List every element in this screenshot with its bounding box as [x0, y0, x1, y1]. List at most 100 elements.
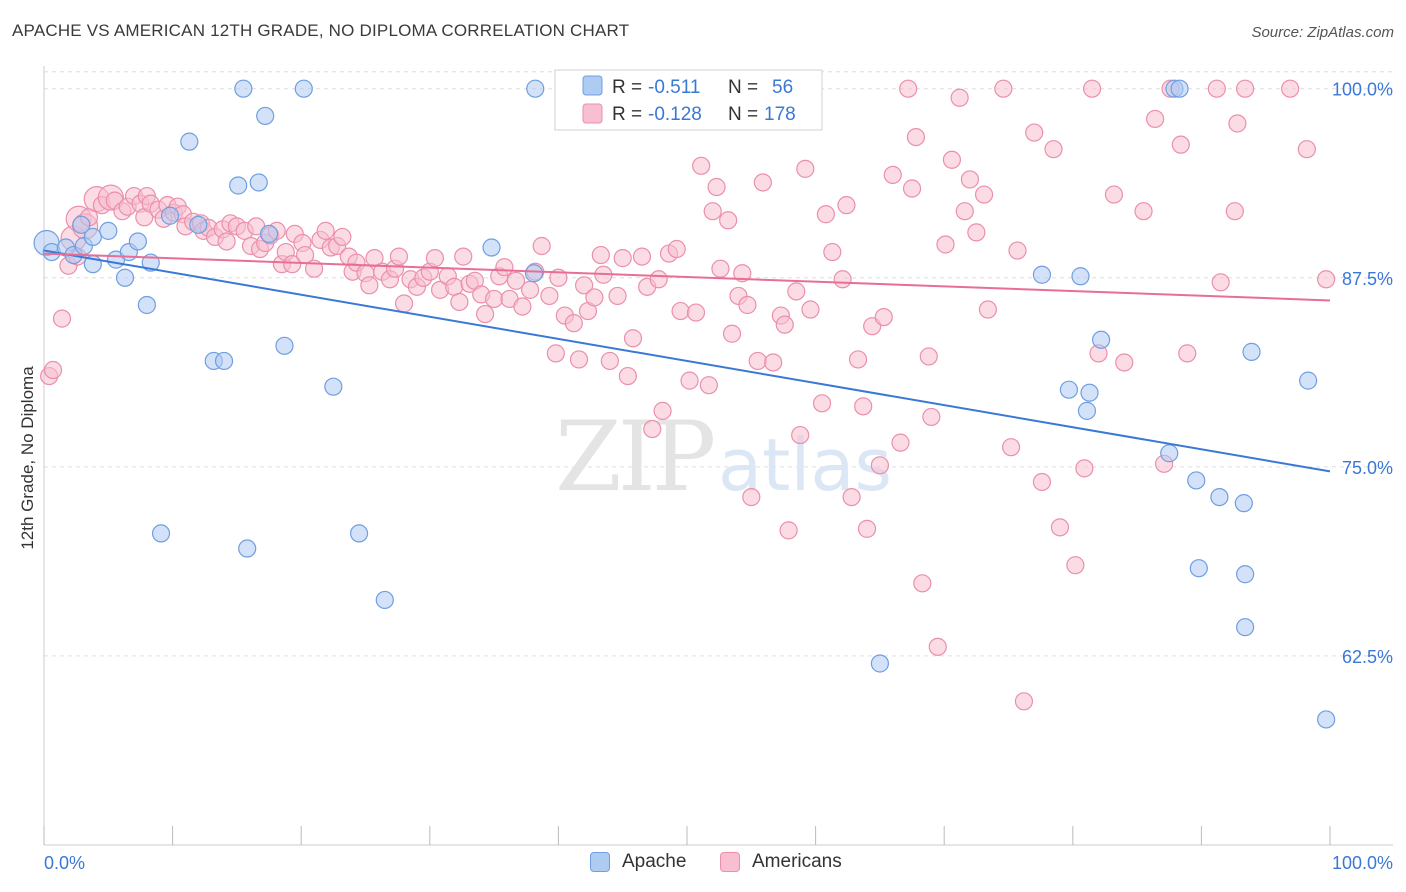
americans-point: [816, 205, 835, 224]
americans-point: [1225, 202, 1244, 221]
apache-point: [375, 590, 394, 610]
americans-point: [1104, 185, 1124, 204]
americans-point: [902, 179, 922, 198]
americans-point: [692, 156, 711, 175]
americans-point: [883, 165, 902, 185]
americans-point: [1228, 114, 1247, 133]
americans-point: [667, 239, 686, 259]
x-tick-labels: 0.0% 100.0%: [44, 853, 1393, 873]
americans-point: [316, 221, 335, 240]
apache-point: [83, 227, 102, 247]
apache-point: [526, 79, 545, 98]
americans-point: [653, 401, 672, 420]
apache-point: [1317, 710, 1336, 729]
apache-point: [1234, 494, 1253, 513]
americans-point: [764, 353, 783, 372]
apache-point: [1077, 401, 1097, 420]
legend-americans[interactable]: Americans: [720, 851, 842, 873]
americans-point: [506, 271, 526, 290]
americans-point: [833, 270, 852, 289]
y-tick-label-2: 75.0%: [1342, 458, 1393, 478]
apache-point: [234, 79, 253, 98]
americans-point: [546, 344, 565, 363]
legend-apache-swatch: [590, 852, 610, 872]
apache-point: [294, 79, 313, 98]
apache-point: [137, 295, 156, 315]
americans-point: [283, 255, 302, 274]
apache-point: [1236, 618, 1255, 637]
axes: [43, 66, 1393, 846]
americans-point: [842, 487, 861, 507]
americans-point: [450, 292, 469, 312]
americans-point: [936, 235, 955, 254]
americans-point: [1211, 273, 1230, 292]
apache-point: [870, 654, 890, 673]
americans-point: [513, 297, 532, 316]
americans-point: [801, 300, 820, 319]
americans-point: [719, 211, 738, 230]
americans-point: [1134, 202, 1153, 221]
apache-point: [256, 106, 275, 126]
apache-point: [115, 268, 135, 287]
apache-point: [1059, 380, 1079, 399]
apache-point: [1071, 267, 1090, 286]
apache-point: [349, 524, 369, 543]
apache-point: [189, 215, 208, 234]
apache-point: [259, 224, 279, 244]
americans-point: [495, 258, 514, 277]
legend-apache[interactable]: Apache: [590, 851, 686, 873]
americans-point: [699, 376, 718, 395]
apache-point: [1299, 371, 1318, 390]
stats-americans-r-value: -0.128: [648, 104, 702, 125]
apache-point: [1242, 342, 1261, 361]
americans-point: [955, 202, 974, 221]
americans-point: [812, 394, 832, 413]
americans-point: [974, 185, 994, 204]
stats-apache-n-value: 56: [772, 77, 793, 98]
stats-americans-swatch: [582, 103, 603, 124]
americans-point: [623, 329, 643, 348]
x-tick-label-start: 0.0%: [44, 853, 85, 873]
americans-point: [1008, 241, 1027, 260]
americans-point: [608, 286, 627, 306]
americans-point: [707, 177, 726, 197]
stats-americans-r-label: R =: [612, 104, 642, 125]
stats-apache-swatch: [582, 75, 603, 96]
chart-title: APACHE VS AMERICAN 12TH GRADE, NO DIPLOM…: [12, 21, 630, 40]
apache-point: [1032, 265, 1052, 284]
americans-point: [1281, 79, 1300, 98]
americans-point: [942, 150, 962, 169]
apache-point: [275, 336, 294, 355]
y-axis-label: 12th Grade, No Diploma: [18, 366, 37, 550]
americans-point: [686, 303, 706, 322]
americans-point: [454, 247, 473, 266]
americans-point: [994, 79, 1013, 98]
americans-point: [791, 425, 810, 445]
stats-box: R = -0.511 N = 56 R = -0.128 N = 178: [554, 69, 823, 131]
americans-point: [532, 236, 551, 256]
americans-point: [425, 249, 445, 268]
americans-point: [753, 173, 772, 192]
americans-point: [389, 247, 409, 266]
americans-point: [779, 521, 798, 540]
americans-point: [1050, 518, 1070, 537]
americans-point: [585, 288, 604, 307]
apache-point: [180, 132, 199, 151]
stats-apache-n-label: N =: [728, 77, 758, 98]
americans-point: [540, 286, 559, 306]
americans-point: [618, 366, 637, 386]
x-tick-label-end: 100.0%: [1332, 853, 1393, 873]
source-label: Source: ZipAtlas.com: [1251, 24, 1394, 41]
americans-point: [632, 247, 652, 266]
americans-point: [1032, 472, 1052, 492]
americans-point: [919, 347, 938, 366]
americans-point: [906, 127, 926, 147]
americans-point: [569, 350, 589, 369]
apache-point: [214, 351, 234, 371]
americans-points: [40, 79, 1336, 711]
apache-point: [128, 232, 147, 251]
americans-point: [787, 282, 806, 301]
americans-point: [899, 79, 918, 98]
americans-point: [854, 397, 873, 416]
apache-point: [1091, 330, 1111, 349]
